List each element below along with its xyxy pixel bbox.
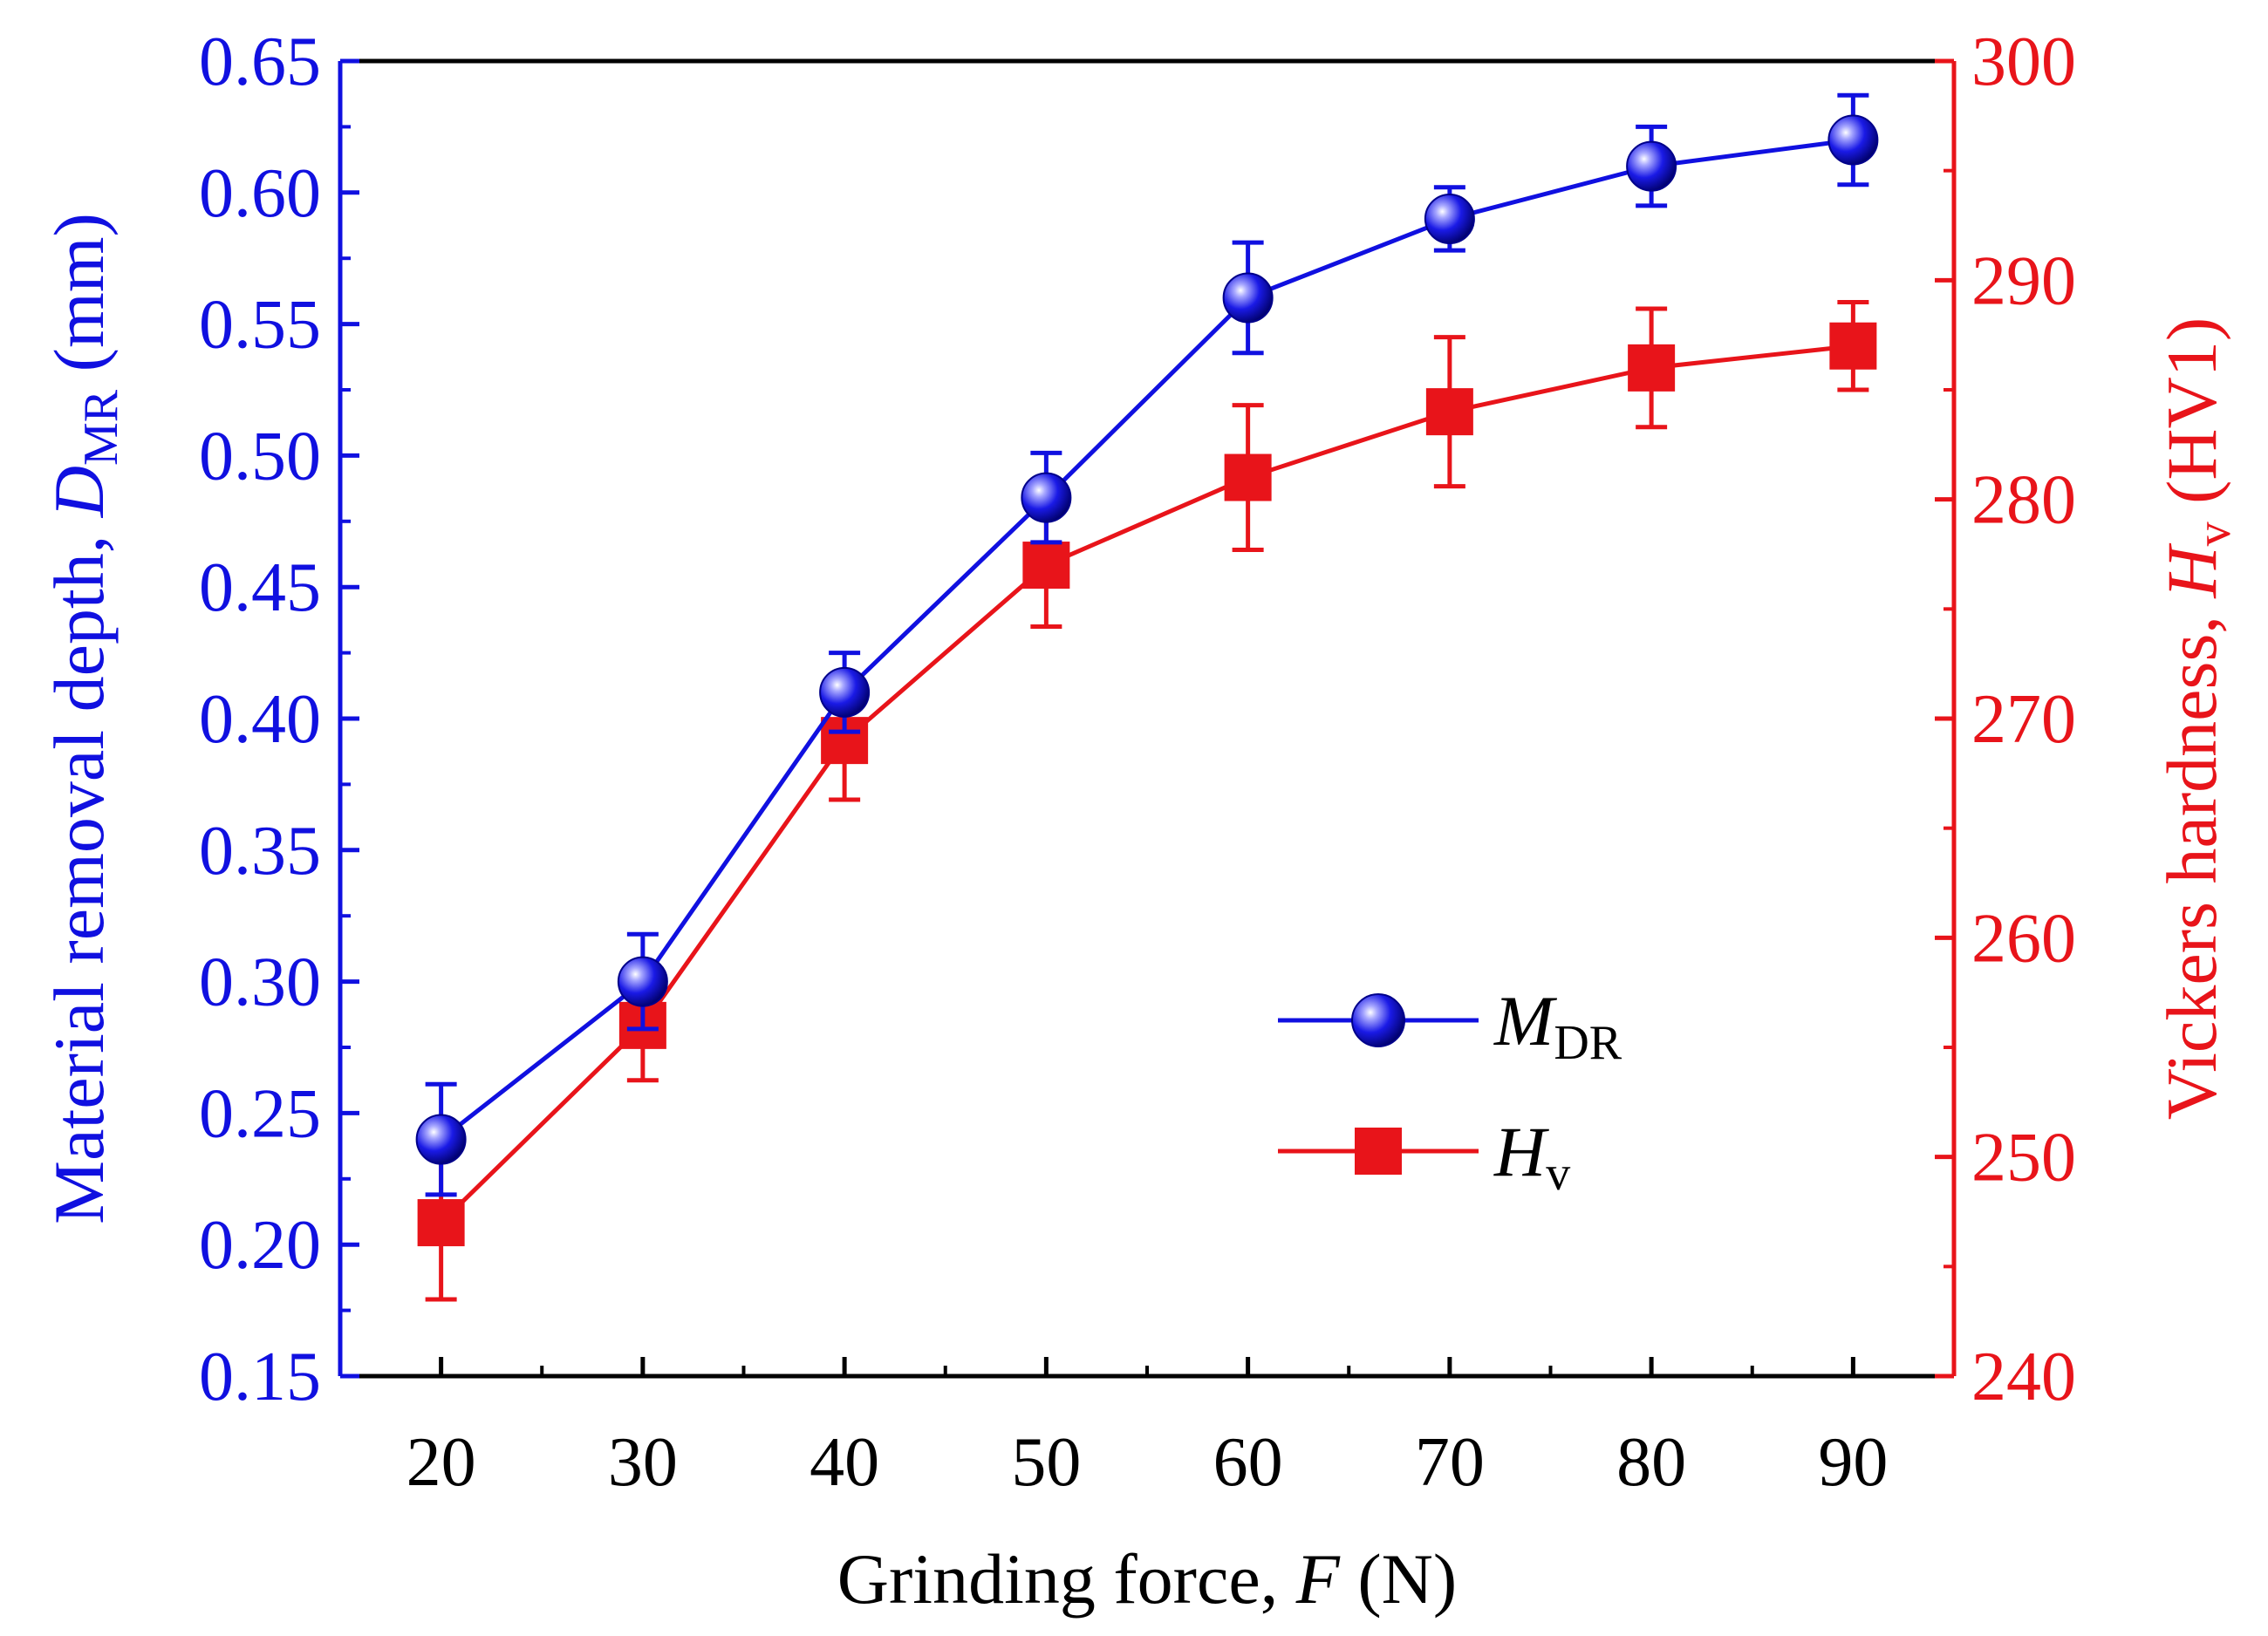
data-point-sphere [1021,472,1072,523]
left-y-tick-label: 0.20 [199,1207,321,1284]
x-tick-label: 50 [1011,1424,1081,1501]
legend-marker-square [1355,1128,1402,1175]
left-y-tick-label: 0.45 [199,549,321,626]
x-tick-label: 20 [406,1424,476,1501]
left-y-tick-label: 0.25 [199,1075,321,1152]
series-h-v [417,299,1877,1302]
left-y-tick-label: 0.65 [199,24,321,100]
left-y-tick-label: 0.50 [199,418,321,494]
left-y-tick-label: 0.55 [199,287,321,364]
right-y-tick-label: 260 [1971,900,2076,977]
left-y-tick-label: 0.30 [199,944,321,1021]
legend-item-m-dr: MDR [1278,981,1622,1070]
data-point-square [1829,322,1877,370]
series-m-dr [415,92,1879,1197]
legend: MDR Hv [1278,981,1622,1201]
left-y-tick-label: 0.15 [199,1339,321,1415]
x-tick-label: 70 [1415,1424,1485,1501]
data-point-square [1425,388,1473,436]
series-layer [415,92,1879,1302]
data-point-sphere [617,956,668,1007]
right-y-axis-label: Vickers hardness, Hv (HV1) [2152,317,2241,1120]
data-point-sphere [415,1114,467,1165]
right-y-tick-label: 240 [1971,1339,2076,1415]
data-point-sphere [1222,272,1274,324]
data-point-sphere [1626,140,1677,192]
left-y-tick-label: 0.40 [199,681,321,758]
x-axis-label: Grinding force, F (N) [837,1539,1457,1619]
data-point-sphere [819,666,871,718]
data-point-sphere [1424,193,1475,244]
data-point-square [1224,453,1272,501]
legend-label: MDR [1493,981,1622,1070]
left-y-axis-label: Material removal depth, DMR (mm) [39,213,128,1224]
series-line [439,344,1854,1224]
legend-label: Hv [1493,1112,1570,1201]
x-tick-label: 80 [1616,1424,1686,1501]
right-y-tick-label: 290 [1971,242,2076,319]
data-point-square [1628,344,1676,392]
data-point-square [1022,542,1070,590]
right-y-tick-label: 250 [1971,1120,2076,1196]
data-point-square [417,1199,465,1247]
right-y-tick-label: 270 [1971,681,2076,758]
right-y-tick-label: 300 [1971,24,2076,100]
legend-marker-sphere [1351,993,1405,1047]
left-y-tick-label: 0.60 [199,155,321,232]
x-tick-label: 60 [1213,1424,1283,1501]
right-y-tick-label: 280 [1971,462,2076,539]
x-tick-label: 30 [608,1424,678,1501]
x-tick-label: 90 [1818,1424,1888,1501]
x-tick-label: 40 [810,1424,879,1501]
left-y-tick-label: 0.35 [199,813,321,890]
axes-layer: 20 30 40 50 60 70 80 90 0.15 0.20 0.25 0.30 0.35 0.40… [39,24,2241,1619]
data-point-sphere [1827,114,1879,166]
series-line [440,138,1854,1142]
legend-item-h-v: Hv [1278,1112,1570,1201]
